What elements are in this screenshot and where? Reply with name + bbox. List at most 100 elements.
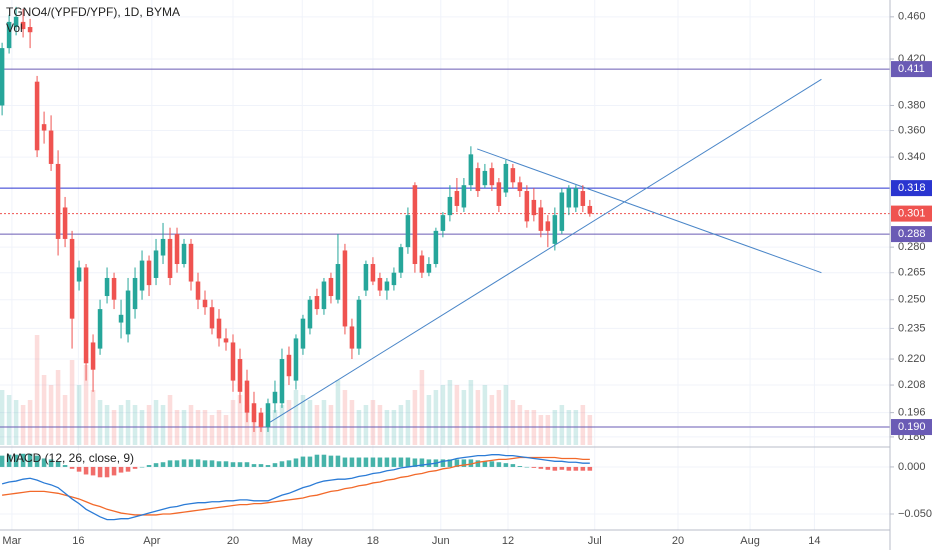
macd-histogram-bar <box>587 466 593 471</box>
macd-histogram-bar <box>475 460 481 467</box>
volume-label: Vol <box>6 21 23 35</box>
macd-histogram-bar <box>293 458 299 467</box>
volume-bar <box>223 415 229 445</box>
price-label: 0.288 <box>898 228 926 240</box>
macd-histogram-bar <box>174 460 180 467</box>
macd-layer <box>0 453 593 521</box>
macd-histogram-bar <box>580 466 586 471</box>
candle-body <box>559 192 565 231</box>
candle-body <box>167 238 173 278</box>
price-label-box <box>891 205 932 222</box>
volume-bar <box>517 405 523 445</box>
candle-body <box>300 318 306 349</box>
volume-bar <box>48 385 54 445</box>
candle-body <box>405 215 411 248</box>
macd-histogram-bar <box>489 461 495 467</box>
macd-histogram-bar <box>468 459 474 467</box>
x-tick-label: 16 <box>72 535 84 547</box>
macd-histogram-bar <box>230 462 236 467</box>
axis-layer: 0.4600.4200.3800.3600.3400.2800.2650.250… <box>2 11 932 547</box>
macd-histogram-bar <box>48 459 54 467</box>
macd-histogram-bar <box>27 453 33 467</box>
volume-bar <box>405 400 411 445</box>
macd-histogram-bar <box>13 454 19 467</box>
y-tick-label: 0.380 <box>898 99 926 111</box>
lines-layer <box>0 68 890 428</box>
candle-body <box>153 250 159 278</box>
macd-histogram-bar <box>0 455 5 467</box>
volume-bar <box>587 415 593 445</box>
candle-body <box>524 191 530 222</box>
y-tick-label: 0.360 <box>898 124 926 136</box>
candle-body <box>538 207 544 231</box>
y-tick-label: 0.000 <box>898 461 926 473</box>
chart-title: TGNO4/(YPFD/YPF), 1D, BYMA <box>6 5 180 19</box>
candle-body <box>321 281 327 310</box>
candle-body <box>244 380 250 413</box>
volume-bar <box>20 405 26 445</box>
macd-histogram-bar <box>153 463 159 467</box>
macd-histogram-bar <box>265 465 271 467</box>
candle-body <box>517 182 523 192</box>
x-tick-label: Jul <box>588 535 602 547</box>
candles-layer <box>0 6 593 432</box>
trend-line <box>477 148 822 274</box>
candle-body <box>20 21 26 30</box>
volume-bar <box>237 395 243 445</box>
y-tick-label: 0.265 <box>898 267 926 279</box>
volume-bar <box>76 385 82 445</box>
candle-body <box>510 168 516 183</box>
candle-body <box>69 238 75 319</box>
price-label: 0.318 <box>898 182 926 194</box>
volume-bar <box>125 400 131 445</box>
candle-body <box>335 264 341 300</box>
trend-line <box>269 78 822 423</box>
x-tick-label: 12 <box>502 535 514 547</box>
candle-body <box>251 403 257 423</box>
macd-histogram-bar <box>538 466 544 469</box>
volume-bar <box>482 385 488 445</box>
macd-histogram-bar <box>335 455 341 467</box>
candle-body <box>139 260 145 291</box>
candle-body <box>188 243 194 282</box>
candle-body <box>209 307 215 329</box>
volume-bar <box>209 415 215 445</box>
macd-histogram-bar <box>349 457 355 467</box>
macd-histogram-bar <box>447 459 453 467</box>
candle-body <box>83 267 89 364</box>
macd-histogram-bar <box>552 466 558 471</box>
macd-histogram-bar <box>195 459 201 467</box>
macd-histogram-bar <box>244 462 250 467</box>
candle-body <box>587 205 593 214</box>
volume-bar <box>440 385 446 445</box>
candle-body <box>412 185 418 265</box>
macd-histogram-bar <box>391 457 397 467</box>
macd-histogram-bar <box>531 466 537 468</box>
macd-histogram-bar <box>125 466 131 472</box>
candle-body <box>447 196 453 216</box>
volume-bar <box>468 380 474 445</box>
macd-histogram-bar <box>6 454 12 467</box>
price-label-box <box>891 180 932 197</box>
macd-histogram-bar <box>545 466 551 470</box>
x-tick-label: Aug <box>740 535 760 547</box>
candle-body <box>118 314 124 323</box>
candle-body <box>34 81 40 151</box>
volume-bar <box>0 390 5 445</box>
macd-histogram-bar <box>104 466 110 478</box>
candle-body <box>132 277 138 310</box>
volume-bar <box>314 405 320 445</box>
macd-histogram-bar <box>20 453 26 467</box>
macd-histogram-bar <box>223 461 229 467</box>
candle-body <box>342 250 348 327</box>
macd-histogram-bar <box>482 461 488 467</box>
macd-histogram-bar <box>496 462 502 467</box>
candle-body <box>90 342 96 370</box>
candle-body <box>566 188 572 208</box>
candle-body <box>293 338 299 381</box>
macd-histogram-bar <box>321 454 327 467</box>
price-label: 0.301 <box>898 208 926 220</box>
volume-bar <box>279 405 285 445</box>
volume-bar <box>41 375 47 445</box>
volume-bar <box>510 400 516 445</box>
